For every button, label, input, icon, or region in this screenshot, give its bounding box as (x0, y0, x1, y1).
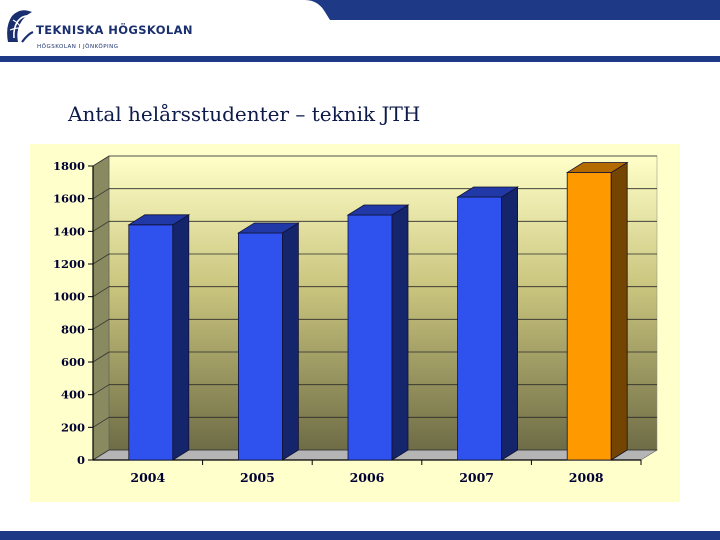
x-tick-label: 2007 (459, 470, 494, 485)
grid-diagonal (92, 253, 110, 265)
bar-side (610, 161, 628, 461)
bar-side (501, 186, 519, 461)
grid-diagonal (92, 449, 110, 461)
grid-diagonal (92, 384, 110, 396)
x-tick-label: 2008 (569, 470, 604, 485)
x-tick-label: 2005 (240, 470, 275, 485)
bar (457, 196, 503, 461)
y-tick-label: 1000 (53, 290, 85, 304)
bar-chart: 0 200 400 600 800 1000 1200 1400 1600 1800 2004 200… (30, 144, 680, 502)
brand-name: TEKNISKA HÖGSKOLAN (36, 23, 193, 37)
bar (128, 224, 174, 461)
bar-top (565, 162, 629, 173)
bar (347, 214, 393, 461)
slide-title: Antal helårsstudenter – teknik JTH (68, 102, 421, 126)
y-tick-label: 200 (61, 420, 85, 434)
bar-top (127, 214, 191, 226)
plot-side-wall (92, 155, 110, 461)
bar-top (237, 222, 300, 234)
bar (237, 232, 283, 461)
bar-side (391, 204, 409, 461)
y-tick-label: 1600 (53, 192, 85, 206)
bar-top (456, 186, 519, 198)
bar-side (281, 222, 299, 461)
bar-side (172, 214, 190, 461)
y-tick-label: 600 (61, 355, 85, 369)
grid-diagonal (92, 351, 110, 363)
y-tick-label: 1800 (53, 159, 85, 173)
grid-diagonal (92, 318, 110, 330)
y-tick-label: 800 (61, 322, 85, 336)
globe-logo-icon (7, 10, 34, 43)
footer-bar (0, 531, 720, 540)
grid-diagonal (92, 155, 110, 167)
grid-diagonal (92, 416, 110, 428)
bar-top (346, 204, 410, 216)
grid-diagonal (92, 188, 110, 200)
brand-subtitle: HÖGSKOLAN I JÖNKÖPING (37, 44, 119, 50)
x-tick-label: 2004 (130, 470, 165, 485)
header-tab (0, 0, 720, 62)
x-tick-label: 2006 (350, 470, 385, 485)
bar (566, 172, 612, 461)
grid-diagonal (92, 220, 110, 232)
y-tick-label: 1200 (53, 257, 85, 271)
y-tick-label: 0 (77, 453, 85, 467)
y-tick-label: 1400 (53, 224, 85, 238)
y-tick-label: 400 (61, 388, 85, 402)
grid-diagonal (92, 286, 110, 298)
